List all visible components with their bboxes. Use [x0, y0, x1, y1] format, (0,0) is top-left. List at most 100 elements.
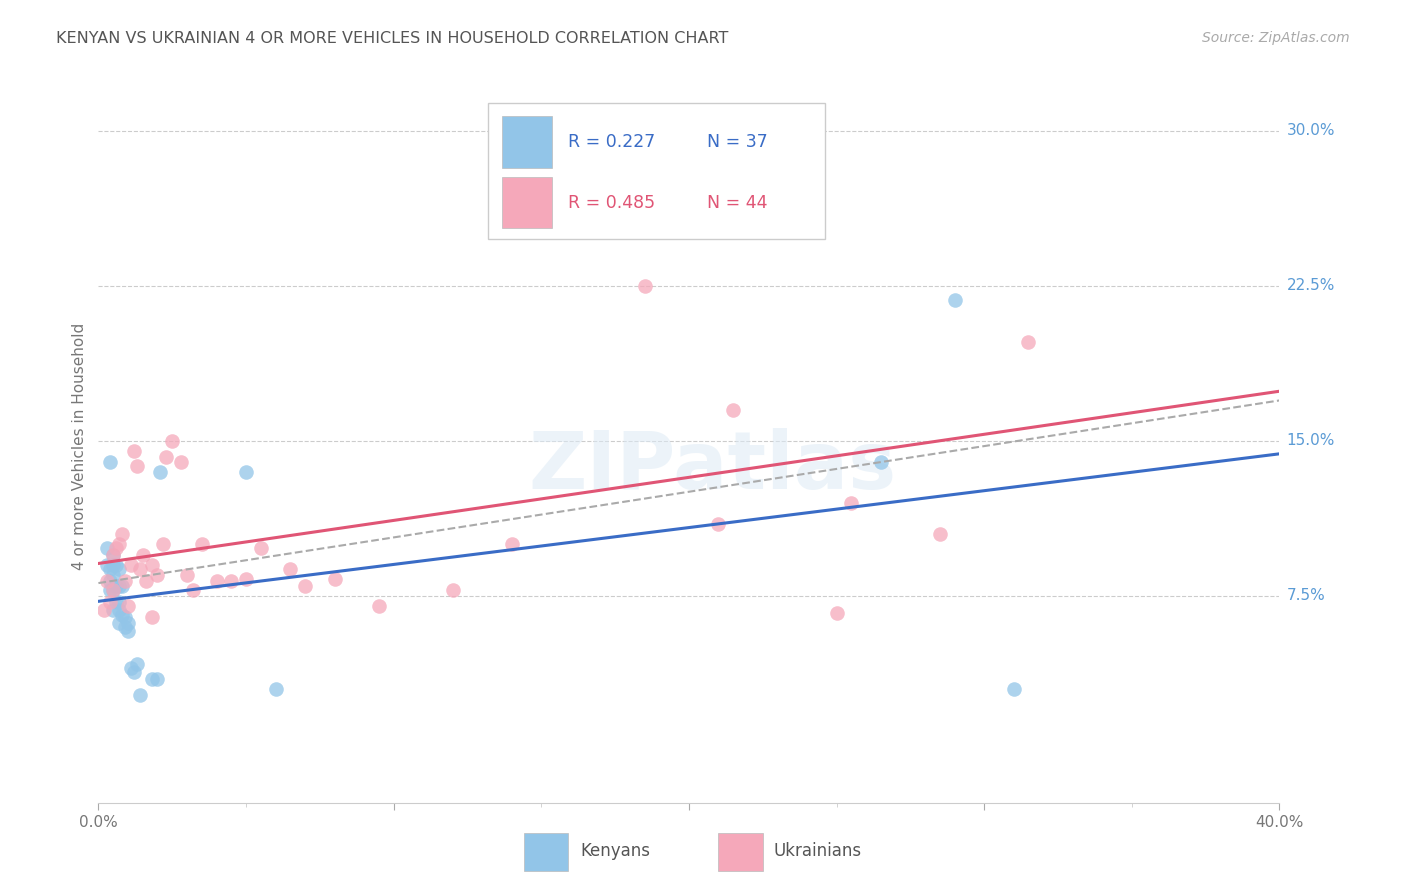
Point [105, 579, 128, 593]
Point [441, 582, 464, 597]
Point [111, 527, 134, 541]
Point [105, 558, 128, 572]
Point [1002, 681, 1025, 696]
Point [141, 609, 163, 624]
Text: Ukrainians: Ukrainians [773, 842, 862, 860]
Point [117, 624, 139, 639]
Point [501, 537, 523, 551]
Point [544, 200, 567, 214]
Point [176, 568, 198, 582]
Point [146, 568, 169, 582]
Text: ZIPatlas: ZIPatlas [529, 428, 897, 507]
Point [98, 454, 121, 468]
Point [105, 541, 128, 556]
Point [152, 537, 174, 551]
Point [96, 574, 118, 589]
Point [149, 465, 172, 479]
Text: R = 0.227: R = 0.227 [568, 133, 655, 151]
Point [128, 562, 150, 576]
Point [128, 688, 150, 702]
Point [125, 458, 148, 473]
Point [98, 562, 121, 576]
Point [103, 548, 125, 562]
Point [235, 465, 257, 479]
Point [135, 574, 157, 589]
Point [721, 402, 744, 417]
Text: 30.0%: 30.0% [1286, 123, 1334, 138]
Point [96, 541, 118, 556]
Y-axis label: 4 or more Vehicles in Household: 4 or more Vehicles in Household [72, 322, 87, 570]
Point [103, 603, 125, 617]
Point [181, 582, 204, 597]
Text: 22.5%: 22.5% [1286, 278, 1334, 293]
Point [122, 444, 145, 458]
Text: KENYAN VS UKRAINIAN 4 OR MORE VEHICLES IN HOUSEHOLD CORRELATION CHART: KENYAN VS UKRAINIAN 4 OR MORE VEHICLES I… [56, 31, 728, 46]
Point [170, 454, 193, 468]
Point [294, 579, 316, 593]
Point [111, 607, 134, 622]
Point [108, 537, 131, 551]
Point [114, 609, 136, 624]
Point [146, 672, 169, 686]
Point [108, 603, 131, 617]
Point [108, 595, 131, 609]
Point [162, 434, 183, 448]
Point [98, 574, 121, 589]
Point [264, 681, 287, 696]
Point [235, 573, 257, 587]
Point [132, 548, 155, 562]
Point [114, 574, 136, 589]
Point [250, 541, 273, 556]
Point [108, 562, 131, 576]
Point [122, 665, 145, 680]
FancyBboxPatch shape [488, 103, 825, 239]
Point [205, 574, 228, 589]
Point [125, 657, 148, 672]
Point [98, 582, 121, 597]
Point [707, 516, 730, 531]
Point [368, 599, 391, 614]
FancyBboxPatch shape [718, 833, 763, 871]
Point [103, 548, 125, 562]
Point [278, 562, 302, 576]
Point [103, 582, 125, 597]
Point [117, 615, 139, 630]
Point [1017, 334, 1039, 349]
Point [103, 558, 125, 572]
Point [839, 496, 862, 510]
Point [93, 603, 115, 617]
Point [120, 558, 142, 572]
Point [108, 579, 131, 593]
Point [633, 278, 655, 293]
Point [323, 573, 346, 587]
FancyBboxPatch shape [502, 177, 553, 228]
Point [96, 558, 118, 572]
Point [103, 568, 125, 582]
Point [141, 558, 163, 572]
Point [117, 599, 139, 614]
Text: 7.5%: 7.5% [1286, 589, 1326, 604]
FancyBboxPatch shape [502, 116, 553, 168]
Point [219, 574, 242, 589]
Text: Kenyans: Kenyans [581, 842, 651, 860]
Point [114, 620, 136, 634]
Text: R = 0.485: R = 0.485 [568, 194, 655, 212]
Point [928, 527, 950, 541]
Point [103, 582, 125, 597]
Point [98, 595, 121, 609]
Point [869, 454, 891, 468]
Text: N = 37: N = 37 [707, 133, 768, 151]
Point [111, 579, 134, 593]
Point [141, 672, 163, 686]
Point [108, 615, 131, 630]
Point [825, 606, 848, 620]
Point [120, 661, 142, 675]
Point [943, 293, 966, 308]
Text: N = 44: N = 44 [707, 194, 768, 212]
Point [155, 450, 177, 465]
Point [105, 595, 128, 609]
Text: 15.0%: 15.0% [1286, 434, 1334, 449]
Point [191, 537, 214, 551]
Text: Source: ZipAtlas.com: Source: ZipAtlas.com [1202, 31, 1350, 45]
FancyBboxPatch shape [523, 833, 568, 871]
